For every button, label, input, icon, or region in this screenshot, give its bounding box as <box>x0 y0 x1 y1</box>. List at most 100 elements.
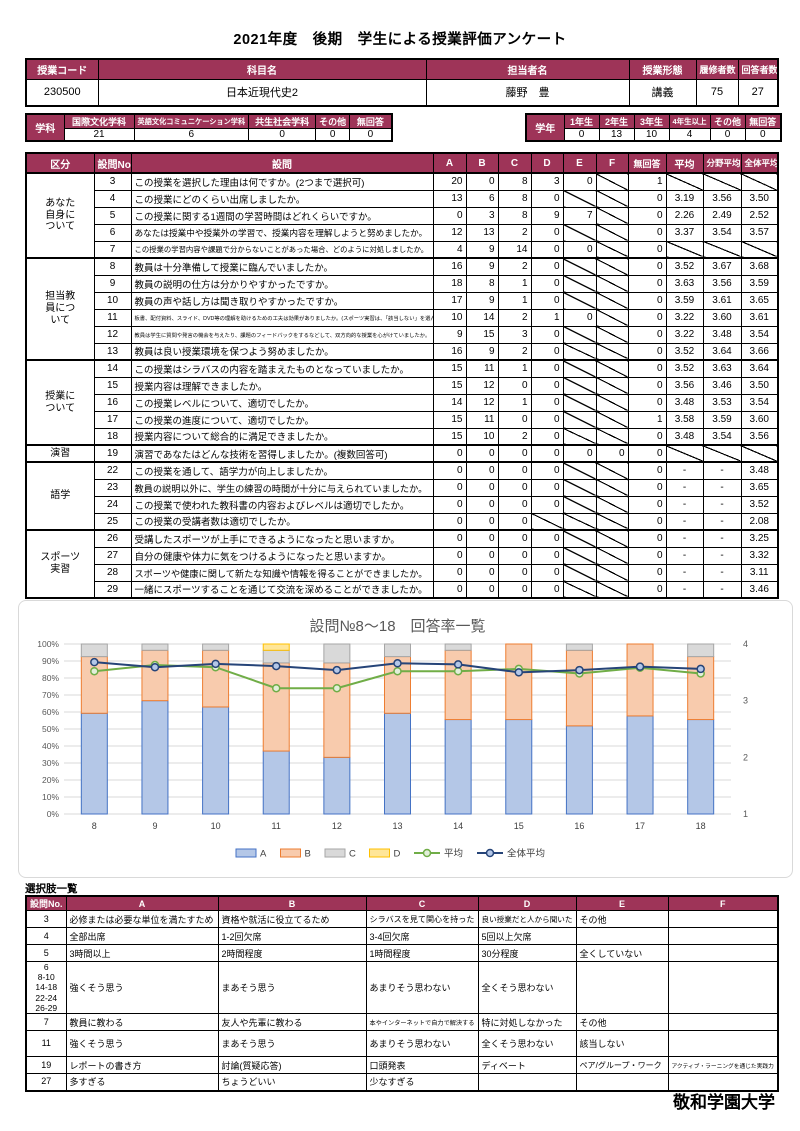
table-row: 5 この授業に関する1週間の学習時間はどれくらいですか。 0 3 8 9 7 0 2.26 2.4… <box>26 206 779 225</box>
count-cell: 0 <box>530 189 564 208</box>
count-cell: 0 <box>627 376 667 395</box>
count-cell: 0 <box>627 325 667 344</box>
option-cell: 本やインターネットで自力で解決する <box>365 1013 479 1031</box>
count-cell: 0 <box>530 342 564 361</box>
average-cell: 3.58 <box>665 410 704 429</box>
question-number-cell: 4 <box>93 189 132 208</box>
grade-col-header: 2年生 <box>598 113 635 129</box>
count-cell: 0 <box>497 444 532 463</box>
legend-swatch <box>369 848 390 858</box>
question-number-cell: 27 <box>93 546 132 565</box>
count-cell: 0 <box>627 206 667 225</box>
count-cell: 0 <box>497 376 532 395</box>
question-number-cell: 19 <box>93 444 132 463</box>
data-point-全体平均 <box>332 665 342 675</box>
average-cell: 3.60 <box>740 410 779 429</box>
count-cell <box>562 563 597 582</box>
options-table-header: 設問No. <box>25 895 67 911</box>
left-axis-tick: 40% <box>42 741 59 751</box>
average-cell: - <box>702 563 742 582</box>
count-cell: 0 <box>497 546 532 565</box>
count-cell: 0 <box>530 546 564 565</box>
count-cell: 14 <box>465 308 499 327</box>
count-cell: 0 <box>627 274 667 293</box>
option-question-number: 4 <box>25 927 67 945</box>
count-cell: 10 <box>432 308 467 327</box>
question-number-cell: 28 <box>93 563 132 582</box>
bar-segment-B <box>323 662 351 758</box>
count-cell: 0 <box>432 478 467 497</box>
option-cell: 3時間以上 <box>65 944 219 962</box>
university-name: 敬和学園大学 <box>673 1093 775 1112</box>
count-cell: 11 <box>465 359 499 378</box>
option-cell: まあそう思う <box>217 961 367 1014</box>
count-cell: 0 <box>627 189 667 208</box>
count-cell: 12 <box>432 223 467 242</box>
count-cell: 0 <box>530 376 564 395</box>
average-cell: 3.56 <box>740 427 779 446</box>
average-cell: 3.53 <box>702 393 742 412</box>
option-cell: 1-2回欠席 <box>217 927 367 945</box>
count-cell: 8 <box>497 189 532 208</box>
options-row: 4 全部出席 1-2回欠席 3-4回欠席 5回以上欠席 <box>25 927 779 945</box>
bar-segment-C <box>80 643 108 658</box>
count-cell <box>595 410 629 429</box>
count-cell: 0 <box>465 563 499 582</box>
count-cell: 14 <box>497 240 532 259</box>
count-cell: 0 <box>562 444 597 463</box>
count-cell: 0 <box>497 461 532 480</box>
chart-title: 設問№8～18 回答率一覧 <box>309 618 485 635</box>
average-cell: 3.32 <box>740 546 779 565</box>
option-cell: 教員に教わる <box>65 1013 219 1031</box>
average-cell: 3.66 <box>740 342 779 361</box>
options-table-header: E <box>575 895 669 911</box>
option-cell: 2時間程度 <box>217 944 367 962</box>
average-cell: - <box>702 580 742 599</box>
right-axis-tick: 2 <box>743 752 748 762</box>
option-cell: 資格や就活に役立てるため <box>217 910 367 928</box>
options-row: 6 8-10 14-18 22-24 26-29 強くそう思う まあそう思う あまりそ… <box>25 961 779 1014</box>
question-number-cell: 15 <box>93 376 132 395</box>
bar-segment-B <box>262 662 290 752</box>
count-cell: 9 <box>465 240 499 259</box>
legend-label: D <box>394 849 401 860</box>
grade-col-value: 10 <box>633 128 670 142</box>
legend-item-全体平均: 全体平均 <box>477 848 545 860</box>
bar-segment-C <box>141 643 169 651</box>
main-table-header: 無回答 <box>627 152 667 174</box>
legend-swatch <box>280 848 301 858</box>
count-cell <box>562 529 597 548</box>
legend-label: 全体平均 <box>507 848 545 860</box>
question-text-cell: この授業に関する1週間の学習時間はどれくらいですか。 <box>130 206 434 225</box>
class-format-header: 授業形態 <box>628 58 697 80</box>
option-cell <box>667 927 779 945</box>
average-cell: 3.64 <box>740 359 779 378</box>
count-cell: 1 <box>497 393 532 412</box>
enrolled-count-value: 75 <box>695 78 739 107</box>
option-cell <box>667 944 779 962</box>
option-cell: 強くそう思う <box>65 961 219 1014</box>
chart-panel: 設問№8～18 回答率一覧 0% 10% 20% 30% 40% 50% 60% 70% 80% 9… <box>18 600 793 878</box>
question-text-cell: 教員の説明以外に、学生の練習の時間が十分に与えられていましたか。 <box>130 478 434 497</box>
left-axis-tick: 70% <box>42 690 59 700</box>
count-cell <box>562 291 597 310</box>
options-table-header: D <box>477 895 577 911</box>
question-number-cell: 17 <box>93 410 132 429</box>
average-cell: 3.48 <box>665 427 704 446</box>
x-axis-label: 15 <box>514 821 524 831</box>
count-cell <box>595 512 629 531</box>
count-cell <box>562 478 597 497</box>
average-cell: 3.37 <box>665 223 704 242</box>
count-cell: 8 <box>465 274 499 293</box>
table-row: 語学 22 この授業を通して、語学力が向上しましたか。 0 0 0 0 0- -3.48 <box>25 461 779 531</box>
table-row: 12 教員は学生に質問や発言の機会を与えたり、課題のフィードバックをするなどして、… <box>26 325 779 344</box>
bar-segment-A <box>565 725 593 815</box>
count-cell: 0 <box>627 257 667 276</box>
question-text-cell: この授業はシラバスの内容を踏まえたものとなっていましたか。 <box>130 359 434 378</box>
count-cell <box>595 393 629 412</box>
count-cell <box>595 580 629 599</box>
option-cell: 多すぎる <box>65 1073 219 1091</box>
question-text-cell: 教員は良い授業環境を保つよう努めましたか。 <box>130 342 434 361</box>
question-number-cell: 29 <box>93 580 132 599</box>
question-text-cell: この授業を通して、語学力が向上しましたか。 <box>130 461 434 480</box>
